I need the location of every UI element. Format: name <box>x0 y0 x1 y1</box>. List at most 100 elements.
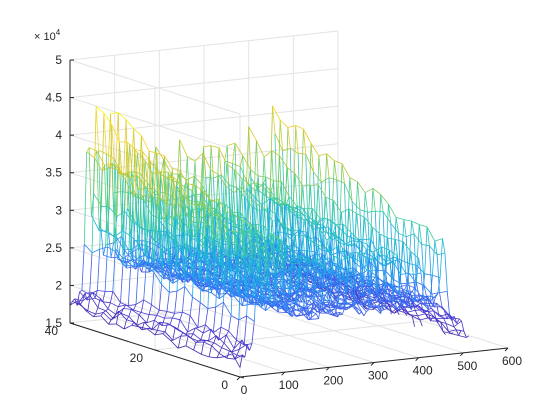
mesh-line-y <box>351 201 361 210</box>
mesh-line-x <box>440 322 444 332</box>
mesh-line-x <box>210 169 214 218</box>
mesh-line-x <box>249 296 253 305</box>
mesh-line-y <box>224 286 233 293</box>
mesh-line-y <box>110 112 119 115</box>
mesh-line-y <box>311 221 320 229</box>
mesh-line-y <box>358 302 367 313</box>
mesh-line-y <box>145 261 154 265</box>
mesh-line-x <box>256 266 260 279</box>
mesh-line-x <box>302 235 306 273</box>
mesh-line-x <box>330 233 334 269</box>
mesh-line-y <box>198 201 208 209</box>
mesh-line-x <box>374 291 378 301</box>
mesh-line-x <box>226 281 230 294</box>
mesh-line-x <box>432 241 436 276</box>
mesh-line-y <box>370 296 379 301</box>
mesh-line-y <box>173 176 182 186</box>
mesh-line-x <box>151 272 155 305</box>
mesh-line-y <box>204 235 213 241</box>
mesh-line-x <box>288 204 292 232</box>
mesh-line-x <box>358 311 362 315</box>
mesh-line-x <box>420 295 424 301</box>
mesh-line-x <box>364 217 368 244</box>
mesh-line-x <box>296 263 300 289</box>
mesh-line-x <box>203 146 207 178</box>
mesh-line-x <box>361 217 365 253</box>
mesh-line-y <box>341 163 351 178</box>
x-tick-mark <box>281 371 286 376</box>
mesh-line-x <box>302 256 306 289</box>
mesh-line-x <box>436 303 440 317</box>
mesh-line-y <box>268 252 277 259</box>
mesh-line-y <box>279 155 288 168</box>
mesh-line-x <box>154 251 158 270</box>
mesh-line-x <box>280 203 284 228</box>
mesh-line-x <box>235 252 239 296</box>
mesh-line-x <box>377 296 381 314</box>
mesh-line-x <box>120 264 124 303</box>
mesh-line-y <box>241 339 250 351</box>
mesh-line-y <box>217 174 227 187</box>
mesh-line-x <box>279 294 283 301</box>
mesh-line-y <box>365 308 374 310</box>
mesh-line-x <box>365 257 369 272</box>
mesh-line-x <box>400 241 404 275</box>
mesh-line-x <box>141 255 145 265</box>
mesh-line-x <box>138 199 142 265</box>
mesh-line-y <box>138 314 147 324</box>
mesh-line-y <box>114 251 124 266</box>
mesh-line-x <box>127 172 131 236</box>
mesh-line-y <box>97 290 106 292</box>
mesh-line-y <box>388 283 397 287</box>
mesh-line-x <box>238 264 242 320</box>
mesh-line-y <box>281 306 291 316</box>
mesh-line-y <box>369 254 378 262</box>
mesh-line-y <box>194 152 204 162</box>
mesh-line-y <box>275 269 284 273</box>
mesh-line-x <box>362 257 367 285</box>
mesh-line-x <box>292 255 296 262</box>
mesh-line-x <box>369 300 373 308</box>
mesh-line-x <box>389 301 393 311</box>
mesh-line-x <box>353 304 358 310</box>
mesh-line-x <box>363 311 367 317</box>
mesh-line-y <box>245 231 254 234</box>
mesh-line-y <box>348 244 357 247</box>
mesh-line-x <box>171 218 175 226</box>
mesh-line-x <box>141 135 145 201</box>
mesh-line-y <box>388 300 397 310</box>
mesh-line-x <box>424 295 428 306</box>
mesh-line-y <box>164 155 173 169</box>
mesh-line-x <box>379 246 383 256</box>
mesh-line-y <box>366 248 375 253</box>
mesh-line-x <box>111 124 115 159</box>
mesh-line-x <box>233 251 237 259</box>
mesh-line-y <box>164 276 174 284</box>
mesh-line-y <box>213 277 222 283</box>
mesh-line-x <box>130 128 135 172</box>
mesh-line-y <box>356 213 365 218</box>
mesh-line-x <box>248 196 252 234</box>
mesh-line-x <box>363 286 367 296</box>
mesh-line-x <box>177 336 181 349</box>
z-tick-label: 2.5 <box>45 241 62 255</box>
mesh-line-x <box>392 265 396 302</box>
mesh-line-y <box>115 308 124 315</box>
mesh-line-y <box>318 153 327 157</box>
mesh-line-x <box>226 164 230 185</box>
mesh-line-y <box>256 203 265 210</box>
mesh-line-y <box>89 290 98 295</box>
mesh-line-y <box>107 246 116 252</box>
mesh-line-x <box>103 310 106 313</box>
mesh-line-x <box>350 232 354 275</box>
mesh-line-x <box>213 335 217 343</box>
mesh-line-y <box>420 300 429 310</box>
mesh-line-x <box>382 265 386 286</box>
mesh-line-y <box>303 128 312 144</box>
mesh-line-y <box>306 290 315 293</box>
mesh-line-x <box>339 282 343 295</box>
mesh-line-x <box>443 310 448 320</box>
mesh-line-x <box>298 311 302 316</box>
mesh-line-y <box>362 252 370 256</box>
mesh-line-x <box>112 251 116 292</box>
